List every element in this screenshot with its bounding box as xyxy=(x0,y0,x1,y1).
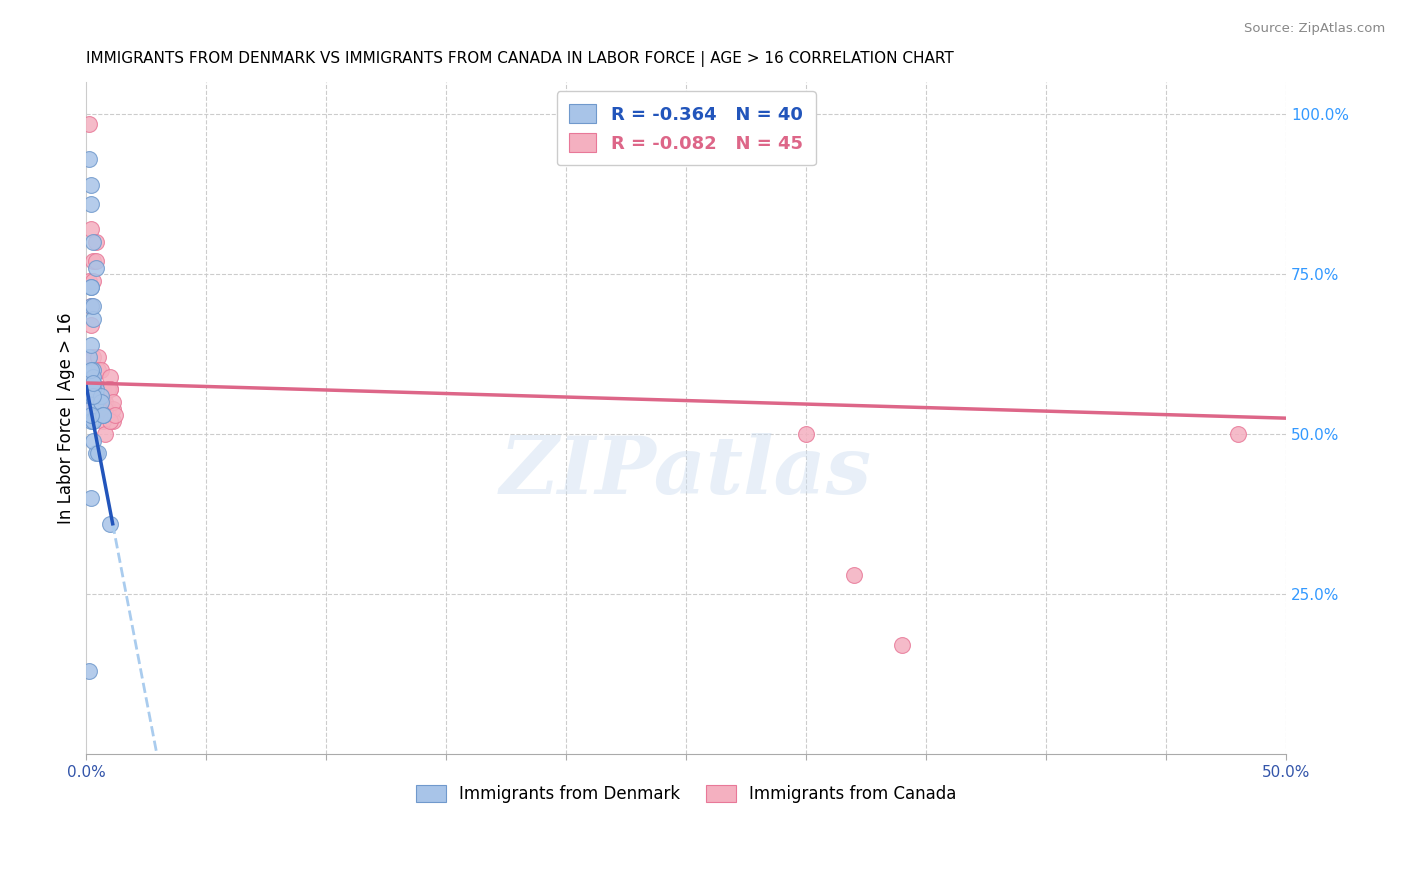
Point xyxy=(87,446,110,460)
Point xyxy=(98,369,121,384)
Point xyxy=(80,222,103,236)
Point xyxy=(82,414,104,428)
Point xyxy=(82,414,104,428)
Point xyxy=(84,383,107,397)
Point xyxy=(80,280,103,294)
Point xyxy=(80,389,103,403)
Point xyxy=(87,363,110,377)
Point xyxy=(98,414,121,428)
Legend: Immigrants from Denmark, Immigrants from Canada: Immigrants from Denmark, Immigrants from… xyxy=(406,775,966,814)
Point xyxy=(80,299,103,313)
Point xyxy=(80,414,103,428)
Point xyxy=(80,491,103,505)
Point xyxy=(82,383,104,397)
Point xyxy=(82,383,104,397)
Text: IMMIGRANTS FROM DENMARK VS IMMIGRANTS FROM CANADA IN LABOR FORCE | AGE > 16 CORR: IMMIGRANTS FROM DENMARK VS IMMIGRANTS FR… xyxy=(86,51,955,67)
Point xyxy=(84,389,107,403)
Point xyxy=(80,196,103,211)
Point xyxy=(84,235,107,249)
Point xyxy=(82,235,104,249)
Point xyxy=(97,383,120,397)
Point xyxy=(77,117,100,131)
Point xyxy=(77,152,100,166)
Point xyxy=(82,376,104,390)
Point xyxy=(90,383,112,397)
Point xyxy=(104,408,127,422)
Point xyxy=(101,395,124,409)
Point xyxy=(84,254,107,268)
Point xyxy=(1226,427,1249,442)
Point xyxy=(98,383,121,397)
Point xyxy=(80,401,103,416)
Point xyxy=(91,389,114,403)
Point xyxy=(80,363,103,377)
Text: ZIPatlas: ZIPatlas xyxy=(501,434,872,511)
Point xyxy=(97,401,120,416)
Point xyxy=(90,389,112,403)
Point xyxy=(98,383,121,397)
Point xyxy=(82,401,104,416)
Point xyxy=(94,427,117,442)
Point xyxy=(80,178,103,192)
Point xyxy=(82,363,104,377)
Point xyxy=(87,401,110,416)
Point xyxy=(77,274,100,288)
Text: Source: ZipAtlas.com: Source: ZipAtlas.com xyxy=(1244,22,1385,36)
Point xyxy=(80,389,103,403)
Point xyxy=(82,383,104,397)
Point xyxy=(77,664,100,678)
Point xyxy=(82,274,104,288)
Point xyxy=(91,414,114,428)
Point xyxy=(842,568,865,582)
Point xyxy=(101,414,124,428)
Point xyxy=(84,383,107,397)
Point xyxy=(80,280,103,294)
Point xyxy=(82,254,104,268)
Point xyxy=(82,312,104,326)
Point xyxy=(82,383,104,397)
Point xyxy=(80,318,103,333)
Point xyxy=(90,395,112,409)
Point xyxy=(80,408,103,422)
Point xyxy=(80,299,103,313)
Point xyxy=(82,351,104,365)
Point xyxy=(84,260,107,275)
Point xyxy=(82,389,104,403)
Point xyxy=(891,639,914,653)
Point xyxy=(82,299,104,313)
Point xyxy=(84,395,107,409)
Point xyxy=(90,363,112,377)
Y-axis label: In Labor Force | Age > 16: In Labor Force | Age > 16 xyxy=(58,312,75,524)
Point xyxy=(101,401,124,416)
Point xyxy=(98,516,121,531)
Point xyxy=(94,401,117,416)
Point xyxy=(94,395,117,409)
Point xyxy=(91,408,114,422)
Point xyxy=(82,369,104,384)
Point xyxy=(82,389,104,403)
Point xyxy=(80,337,103,351)
Point xyxy=(77,351,100,365)
Point xyxy=(91,408,114,422)
Point xyxy=(84,446,107,460)
Point xyxy=(82,376,104,390)
Point xyxy=(77,383,100,397)
Point xyxy=(794,427,817,442)
Point xyxy=(87,395,110,409)
Point xyxy=(97,383,120,397)
Point xyxy=(84,395,107,409)
Point xyxy=(87,351,110,365)
Point xyxy=(80,383,103,397)
Point xyxy=(82,434,104,448)
Point xyxy=(91,383,114,397)
